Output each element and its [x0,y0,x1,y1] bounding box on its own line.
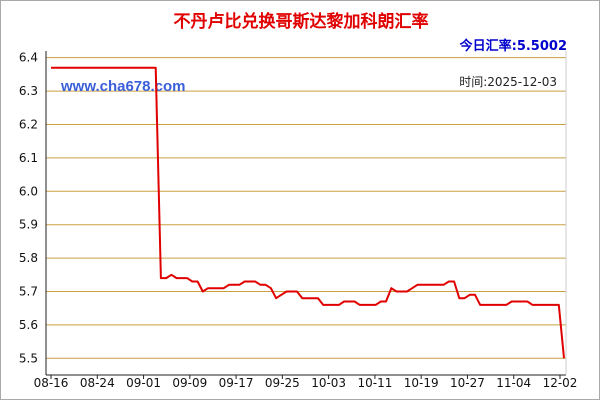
y-tick-label: 6.4 [19,51,38,65]
y-tick-label: 5.5 [19,351,38,365]
x-tick-label: 08-16 [34,376,69,390]
y-tick-label: 6.0 [19,184,38,198]
x-tick-label: 08-24 [80,376,115,390]
y-tick-label: 5.6 [19,318,38,332]
time-label: 时间:2025-12-03 [459,75,557,89]
axes [45,51,567,379]
x-tick-label: 10-11 [357,376,392,390]
y-tick-label: 6.1 [19,151,38,165]
series-line [51,66,565,359]
x-tick-label: 11-04 [496,376,531,390]
x-tick-label: 10-27 [450,376,485,390]
y-tick-label: 6.2 [19,117,38,131]
x-tick-label: 09-25 [265,376,300,390]
y-tick-label: 5.8 [19,251,38,265]
y-tick-labels: 6.4 6.3 6.2 6.1 6.0 5.9 5.8 5.7 5.6 5.5 [19,51,38,366]
watermark: www.cha678.com [60,78,186,95]
y-tick-label: 5.9 [19,218,38,232]
y-tick-label: 6.3 [19,84,38,98]
x-tick-label: 09-09 [172,376,207,390]
x-tick-label: 09-17 [219,376,254,390]
current-rate-value: 5.5002 [516,39,567,54]
x-tick-labels: 08-16 08-24 09-01 09-09 09-17 09-25 10-03 10-11… [34,376,578,390]
current-rate: 今日汇率:5.5002 [460,35,567,54]
x-tick-label: 09-01 [126,376,161,390]
grid-lines [46,57,566,359]
series [51,66,565,359]
current-rate-label: 今日汇率: [459,39,517,54]
x-tick-label: 12-02 [543,376,578,390]
x-tick-label: 10-03 [311,376,346,390]
chart-title: 不丹卢比兑换哥斯达黎加科朗汇率 [173,12,429,32]
x-tick-label: 10-19 [404,376,439,390]
y-tick-label: 5.7 [19,284,38,298]
